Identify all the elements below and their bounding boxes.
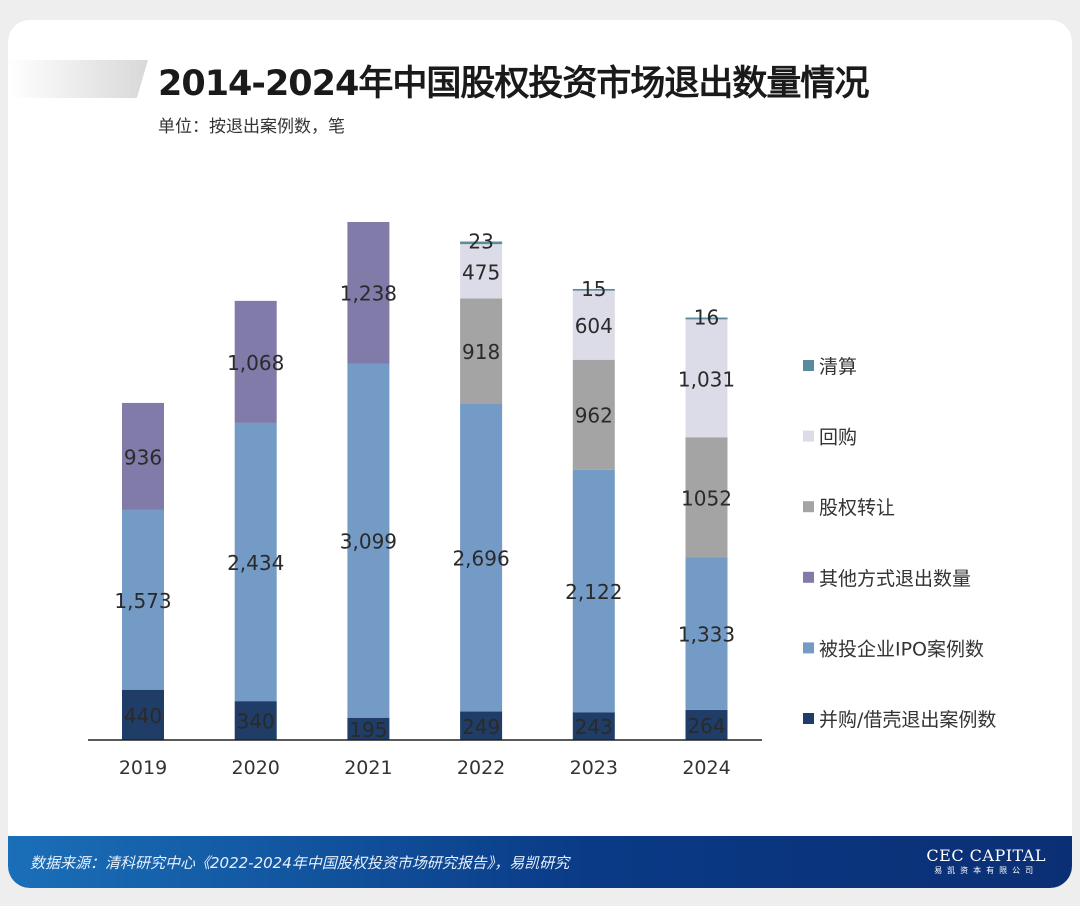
legend-label: 并购/借壳退出案例数 [819,709,996,731]
data-label: 23 [468,230,493,254]
legend-swatch [803,713,814,724]
bar-segment [460,298,503,404]
bar-segment [234,422,277,702]
data-label: 15 [581,277,606,301]
bar-segment [347,363,390,718]
data-label: 340 [237,710,275,734]
legend-swatch [803,501,814,513]
data-label: 1,068 [227,351,284,375]
data-label: 2,696 [452,546,509,570]
bar-segment [572,288,615,291]
bar-segment [122,509,164,690]
bar-segment [122,689,164,740]
data-label: 475 [462,260,500,284]
title-stripe [8,60,148,98]
bar-segment [572,359,615,470]
bar-segment [122,402,164,510]
data-label: 1,031 [678,367,735,391]
bar-segment [685,709,728,740]
data-label: 604 [575,314,613,338]
bar-segment [347,717,390,740]
source-note: 数据来源：清科研究中心《2022-2024年中国股权投资市场研究报告》，易凯研究 [30,854,570,872]
bar-segment [347,221,390,364]
data-label: 1,333 [678,623,735,647]
bar-segment [460,711,503,740]
legend-swatch [803,360,814,371]
legend-label: 被投企业IPO案例数 [819,638,984,660]
bar-segment [685,317,728,320]
bar-segment [685,557,728,710]
data-label: 1,573 [114,589,171,613]
legend-label: 股权转让 [819,497,895,519]
page-title: 2014-2024年中国股权投资市场退出数量情况 [158,64,869,104]
legend-label: 回购 [819,427,857,449]
data-label: 16 [694,306,719,330]
x-tick-label: 2023 [570,757,618,779]
legend-label: 其他方式退出数量 [819,568,971,590]
data-label: 3,099 [340,530,397,554]
cec-logo: CEC CAPITAL 易凯资本有限公司 [926,846,1046,875]
data-label: 249 [462,715,500,739]
card [8,20,1072,888]
bar-segment [572,712,615,740]
legend-swatch [803,642,814,654]
bar-segment [685,319,728,438]
bar-segment [572,290,615,360]
data-label: 195 [349,718,387,742]
data-label: 2,434 [227,551,284,575]
unit-subtitle: 单位：按退出案例数，笔 [158,117,345,137]
legend-swatch [803,430,814,442]
data-label: 918 [462,340,500,364]
bar-segment [685,437,728,558]
bar-segment [460,244,503,299]
x-tick-label: 2021 [344,757,392,779]
data-label: 1052 [681,486,732,510]
bar-segment [234,701,277,740]
legend-swatch [803,571,814,583]
x-tick-label: 2022 [457,757,505,779]
data-label: 936 [124,445,162,469]
data-label: 1,238 [340,282,397,306]
x-tick-label: 2024 [682,757,730,779]
data-label: 440 [124,704,162,728]
data-label: 2,122 [565,580,622,604]
data-label: 243 [575,715,613,739]
data-label: 264 [687,714,725,738]
data-label: 962 [575,404,613,428]
bar-segment [460,241,503,245]
bar-segment [234,300,277,423]
legend-label: 清算 [819,356,857,378]
bar-segment [460,403,503,712]
bar-segment [572,469,615,713]
footer: 数据来源：清科研究中心《2022-2024年中国股权投资市场研究报告》，易凯研究… [8,836,1072,888]
x-tick-label: 2019 [119,757,167,779]
x-tick-label: 2020 [232,757,280,779]
